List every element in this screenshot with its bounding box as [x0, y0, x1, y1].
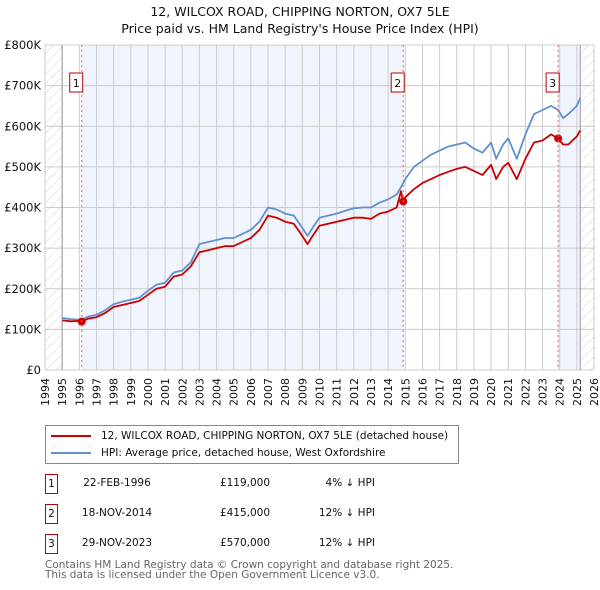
- x-tick-label: 2019: [468, 378, 481, 406]
- x-tick-label: 2018: [451, 378, 464, 406]
- sale-row: 3 29-NOV-2023 £570,000 12% ↓ HPI: [45, 534, 465, 554]
- x-tick-label: 2024: [554, 378, 567, 406]
- sale-label-box-1: [69, 72, 84, 93]
- sale-label-2: 2: [394, 77, 401, 90]
- x-tick-label: 2003: [193, 378, 206, 406]
- sale-label-1: 1: [73, 77, 80, 90]
- x-tick-label: 2021: [502, 378, 515, 406]
- legend-swatch-property: [51, 435, 91, 437]
- series-line-hpi: [62, 97, 582, 321]
- y-tick-label: £0: [26, 363, 41, 377]
- y-tick-label: £600K: [4, 119, 41, 133]
- x-tick-label: 2014: [382, 378, 395, 406]
- y-tick-label: £400K: [4, 201, 41, 215]
- x-tick-label: 2010: [314, 378, 327, 406]
- legend-swatch-hpi: [51, 452, 91, 454]
- y-tick-label: £100K: [4, 322, 41, 336]
- x-tick-label: 2016: [416, 378, 429, 406]
- chart-legend: 12, WILCOX ROAD, CHIPPING NORTON, OX7 5L…: [45, 425, 459, 464]
- x-tick-label: 1996: [73, 378, 86, 406]
- x-tick-label: 1999: [125, 378, 138, 406]
- y-tick-label: £300K: [4, 241, 41, 255]
- sale-price: £570,000: [219, 537, 271, 549]
- y-tick-label: £500K: [4, 160, 41, 174]
- y-tick-label: £700K: [4, 79, 41, 93]
- x-tick-label: 2007: [262, 378, 275, 406]
- x-tick-label: 2013: [365, 378, 378, 406]
- x-tick-label: 2011: [331, 378, 344, 406]
- attribution-line-2: This data is licensed under the Open Gov…: [45, 569, 380, 581]
- legend-item-property: 12, WILCOX ROAD, CHIPPING NORTON, OX7 5L…: [51, 428, 448, 444]
- sale-date: 22-FEB-1996: [83, 477, 151, 489]
- price-chart: 1 2 3 1994 1995 1996 1997 1998 1999 2000 2001 2002…: [4, 38, 600, 406]
- x-tick-label: 2005: [228, 378, 241, 406]
- legend-label-property: 12, WILCOX ROAD, CHIPPING NORTON, OX7 5L…: [101, 430, 449, 442]
- sale-row: 2 18-NOV-2014 £415,000 12% ↓ HPI: [45, 504, 465, 524]
- x-tick-label: 1997: [90, 378, 103, 406]
- y-tick-label: £200K: [4, 282, 41, 296]
- x-tick-label: 2000: [142, 378, 155, 406]
- chart-subtitle: Price paid vs. HM Land Registry's House …: [121, 21, 479, 36]
- chart-title: 12, WILCOX ROAD, CHIPPING NORTON, OX7 5L…: [150, 4, 450, 19]
- x-tick-label: 2026: [588, 378, 600, 406]
- attribution-line-1: Contains HM Land Registry data © Crown c…: [45, 559, 454, 571]
- x-tick-label: 2002: [176, 378, 189, 406]
- x-tick-label: 2012: [348, 378, 361, 406]
- series-line-property: [62, 129, 582, 323]
- x-tick-label: 2004: [211, 378, 224, 406]
- sale-label-3: 3: [549, 77, 556, 90]
- x-tick-label: 2008: [279, 378, 292, 406]
- x-tick-label: 1998: [108, 378, 121, 406]
- x-tick-label: 2001: [159, 378, 172, 406]
- sale-label-box-3: [545, 72, 560, 93]
- x-tick-label: 2020: [485, 378, 498, 406]
- x-tick-label: 2009: [296, 378, 309, 406]
- attribution: Contains HM Land Registry data © Crown c…: [45, 559, 454, 581]
- legend-item-hpi: HPI: Average price, detached house, West…: [51, 445, 386, 461]
- sale-point-3: [554, 134, 563, 143]
- x-tick-label: 2006: [245, 378, 258, 406]
- x-tick-label: 2015: [399, 378, 412, 406]
- x-tick-label: 1995: [56, 378, 69, 406]
- x-tick-label: 2017: [434, 378, 447, 406]
- sale-date: 29-NOV-2023: [81, 537, 153, 549]
- x-tick-label: 2022: [519, 378, 532, 406]
- sale-price: £119,000: [219, 477, 271, 489]
- sale-price: £415,000: [219, 507, 271, 519]
- sale-hpi-diff: 12% ↓ HPI: [318, 507, 375, 519]
- x-tick-label: 2025: [571, 378, 584, 406]
- sale-hpi-diff: 12% ↓ HPI: [318, 537, 375, 549]
- sale-date: 18-NOV-2014: [81, 507, 153, 519]
- sale-hpi-diff: 4% ↓ HPI: [325, 477, 375, 489]
- legend-label-hpi: HPI: Average price, detached house, West…: [101, 447, 386, 459]
- sale-label-box-2: [390, 72, 405, 93]
- sale-row: 1 22-FEB-1996 £119,000 4% ↓ HPI: [45, 474, 465, 494]
- x-tick-label: 1994: [39, 378, 52, 406]
- sale-number-badge: 1: [45, 474, 58, 494]
- y-tick-label: £800K: [4, 38, 41, 52]
- sale-number-badge: 3: [45, 534, 58, 554]
- x-tick-label: 2023: [537, 378, 550, 406]
- sale-number-badge: 2: [45, 504, 58, 524]
